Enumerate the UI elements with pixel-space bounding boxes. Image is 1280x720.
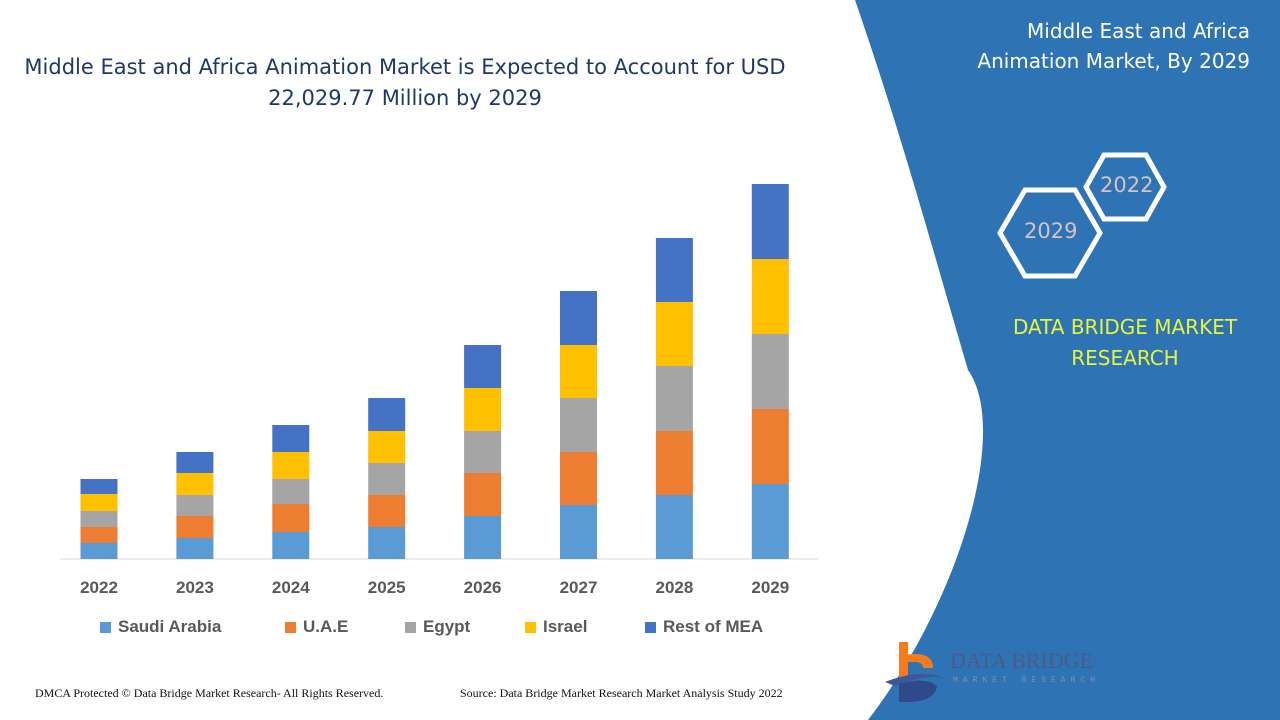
legend-item: U.A.E	[285, 617, 405, 637]
copyright-text: DMCA Protected © Data Bridge Market Rese…	[35, 686, 384, 700]
bar-segment-2025-israel	[368, 431, 406, 463]
legend-item: Saudi Arabia	[100, 617, 285, 637]
x-tick-label: 2028	[655, 578, 693, 597]
legend: Saudi Arabia U.A.E Egypt Israel Rest of MEA	[100, 617, 785, 637]
bar-segment-2025-u-a-e	[368, 495, 406, 527]
data-bridge-logo-icon	[885, 642, 945, 702]
logo-name: DATA BRIDGE	[950, 648, 1094, 673]
bar-segment-2029-egypt	[751, 334, 789, 409]
bar-segment-2025-rest-of-mea	[368, 398, 406, 431]
logo-subtitle: MARKET RESEARCH	[953, 676, 1101, 685]
hexagon-2029	[997, 187, 1103, 279]
bar-segment-2029-rest-of-mea	[751, 184, 789, 259]
chart-title: Middle East and Africa Animation Market …	[24, 55, 786, 110]
bar-segment-2029-u-a-e	[751, 409, 789, 484]
x-tick-label: 2027	[560, 578, 598, 597]
bar-segment-2025-egypt	[368, 463, 406, 495]
side-panel-shape	[855, 0, 1280, 720]
bar-segment-2027-egypt	[560, 398, 597, 452]
legend-label: Saudi Arabia	[118, 617, 222, 636]
bar-segment-2027-israel	[560, 345, 597, 398]
bar-segment-2022-saudi-arabia	[80, 543, 118, 559]
bar-segment-2023-rest-of-mea	[176, 452, 214, 473]
brand-text: DATA BRIDGE MARKET RESEARCH	[1012, 315, 1238, 370]
bar-segment-2026-rest-of-mea	[464, 345, 502, 388]
bar-segment-2022-egypt	[80, 511, 118, 527]
bar-segment-2022-u-a-e	[80, 527, 118, 543]
x-tick-label: 2026	[464, 578, 502, 597]
bar-segment-2024-saudi-arabia	[272, 532, 310, 559]
bar-segment-2027-saudi-arabia	[560, 505, 597, 559]
x-tick-label: 2023	[176, 578, 214, 597]
bar-segment-2023-u-a-e	[176, 516, 214, 538]
side-panel-title: Middle East and Africa Animation Market,…	[977, 19, 1250, 73]
x-tick-label: 2025	[368, 578, 406, 597]
bar-segment-2029-saudi-arabia	[751, 484, 789, 559]
hex-year-2022: 2022	[1100, 173, 1154, 197]
legend-label: Rest of MEA	[663, 617, 764, 636]
bar-segment-2028-saudi-arabia	[655, 495, 693, 559]
bar-segment-2028-u-a-e	[655, 431, 693, 495]
bar-segment-2023-israel	[176, 473, 214, 495]
legend-item: Rest of MEA	[645, 617, 785, 637]
bar-segment-2028-egypt	[655, 366, 693, 431]
stacked-bar-chart: 2022 2023 2024 2025 2026 2027 2028 2029	[60, 184, 818, 597]
legend-swatch	[645, 621, 656, 633]
bar-segment-2026-israel	[464, 388, 502, 431]
bar-segment-2023-egypt	[176, 495, 214, 516]
bar-segment-2027-rest-of-mea	[560, 291, 597, 345]
bar-segment-2028-rest-of-mea	[655, 238, 693, 302]
hexagon-2022	[1083, 152, 1167, 222]
source-text: Source: Data Bridge Market Research Mark…	[460, 686, 783, 700]
bar-segment-2025-saudi-arabia	[368, 527, 406, 559]
hex-year-2029: 2029	[1024, 219, 1078, 243]
legend-item: Israel	[525, 617, 645, 637]
bar-segment-2026-saudi-arabia	[464, 516, 502, 559]
bar-segment-2022-rest-of-mea	[80, 479, 118, 494]
bar-segment-2022-israel	[80, 494, 118, 511]
legend-item: Egypt	[405, 617, 525, 637]
legend-label: U.A.E	[303, 617, 349, 636]
bar-segment-2026-egypt	[464, 431, 502, 473]
x-tick-label: 2024	[272, 578, 310, 597]
legend-label: Israel	[543, 617, 588, 636]
bar-segment-2029-israel	[751, 259, 789, 334]
bar-segment-2023-saudi-arabia	[176, 538, 214, 559]
bar-segment-2024-egypt	[272, 479, 310, 504]
legend-swatch	[285, 621, 296, 633]
legend-label: Egypt	[423, 617, 471, 636]
legend-swatch	[100, 621, 111, 633]
legend-swatch	[525, 621, 536, 633]
bar-segment-2024-u-a-e	[272, 504, 310, 532]
bar-segment-2028-israel	[655, 302, 693, 366]
x-tick-label: 2022	[80, 578, 118, 597]
bar-segment-2027-u-a-e	[560, 452, 597, 505]
legend-swatch	[405, 621, 416, 633]
x-tick-label: 2029	[751, 578, 789, 597]
bar-segment-2026-u-a-e	[464, 473, 502, 516]
bar-segment-2024-rest-of-mea	[272, 425, 310, 452]
bar-segment-2024-israel	[272, 452, 310, 479]
